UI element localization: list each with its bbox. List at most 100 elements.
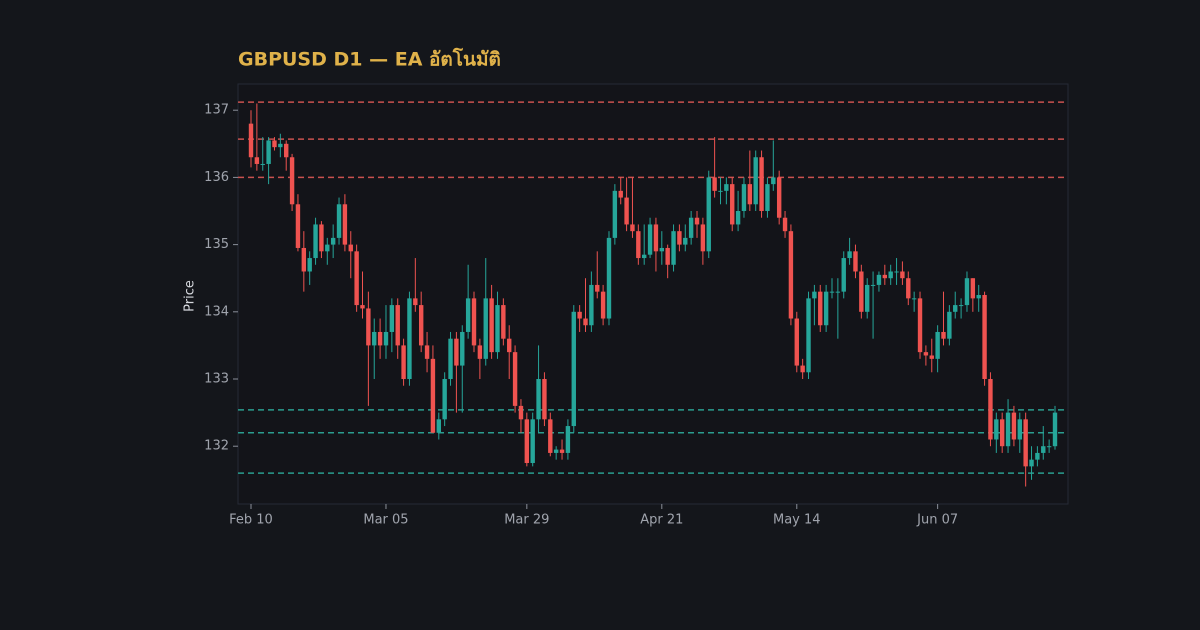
candle-body — [818, 291, 823, 326]
candle-body — [1023, 419, 1028, 467]
candle-body — [301, 247, 307, 272]
candle-body — [278, 143, 283, 148]
candle-body — [442, 379, 447, 420]
y-tick-label: 135 — [204, 237, 229, 252]
candle-body — [1052, 412, 1058, 447]
candle-body — [325, 244, 330, 252]
candle-body — [677, 231, 682, 245]
candle-body — [424, 345, 430, 359]
candle-body — [988, 379, 993, 440]
candle-body — [1029, 459, 1034, 467]
y-tick-label: 132 — [204, 439, 229, 454]
candle-body — [964, 278, 970, 306]
candle-body — [583, 318, 588, 326]
candle-body — [1011, 412, 1017, 440]
candle-body — [700, 224, 706, 252]
candle-body — [894, 271, 899, 273]
y-tick-label: 134 — [204, 304, 229, 319]
candle-body — [266, 140, 271, 164]
candle-body — [454, 338, 459, 366]
candle-body — [600, 291, 606, 319]
candle-body — [976, 295, 981, 299]
x-tick-label: Apr 21 — [640, 513, 683, 528]
candle-body — [289, 157, 295, 205]
candle-body — [507, 338, 512, 353]
candle-body — [589, 284, 594, 326]
candle-body — [1041, 446, 1046, 453]
candle-body — [395, 305, 400, 346]
candle-body — [495, 305, 500, 353]
candle-body — [999, 419, 1005, 447]
candle-body — [571, 311, 576, 427]
candle-body — [471, 298, 477, 346]
candle-body — [835, 291, 841, 293]
y-axis-label: Price — [183, 280, 198, 312]
candle-body — [900, 271, 905, 279]
candle-body — [272, 140, 277, 148]
candle-body — [788, 231, 794, 319]
candle-body — [694, 217, 700, 225]
candle-body — [870, 284, 876, 286]
candle-body — [683, 237, 688, 245]
candle-body — [418, 305, 424, 346]
x-tick-label: Mar 05 — [363, 513, 408, 528]
candle-body — [295, 204, 301, 248]
candle-body — [1035, 452, 1040, 460]
candle-body — [248, 123, 254, 158]
candle-body — [806, 298, 811, 373]
candle-body — [882, 274, 888, 279]
candle-body — [524, 419, 530, 464]
candle-body — [712, 177, 717, 191]
candle-body — [671, 231, 676, 265]
candle-body — [366, 308, 371, 346]
candle-body — [958, 305, 964, 307]
candle-body — [641, 254, 647, 259]
candle-body — [765, 184, 770, 212]
candle-body — [460, 331, 465, 366]
candle-body — [1005, 412, 1011, 447]
candle-body — [706, 177, 711, 252]
candle-body — [553, 449, 559, 453]
candle-body — [430, 358, 436, 433]
candle-body — [577, 311, 582, 319]
y-tick-label: 133 — [204, 372, 229, 387]
candle-body — [401, 345, 406, 380]
candle-body — [953, 305, 958, 312]
candle-body — [947, 311, 952, 339]
candle-body — [413, 298, 418, 306]
candle-body — [354, 251, 359, 306]
candle-body — [876, 274, 882, 285]
candle-body — [336, 204, 342, 238]
candle-body — [254, 157, 260, 164]
candle-body — [688, 217, 694, 238]
candle-body — [935, 331, 940, 359]
candle-body — [941, 331, 946, 339]
candle-body — [489, 298, 494, 353]
candle-body — [841, 258, 846, 292]
candle-body — [307, 258, 312, 272]
candle-body — [636, 231, 641, 259]
candle-body — [859, 271, 864, 312]
x-tick-label: May 14 — [773, 513, 821, 528]
candle-body — [542, 379, 547, 420]
candle-body — [348, 244, 353, 252]
candle-body — [906, 278, 911, 299]
candle-body — [853, 251, 858, 272]
candle-body — [377, 331, 383, 346]
candle-body — [776, 177, 782, 218]
candle-body — [559, 449, 565, 453]
candle-body — [383, 331, 389, 346]
candle-body — [718, 190, 723, 192]
candle-body — [606, 237, 612, 319]
candle-body — [741, 184, 747, 212]
candle-body — [330, 237, 336, 245]
x-tick-label: Jun 07 — [916, 513, 958, 528]
candle-body — [501, 305, 506, 339]
candle-body — [565, 426, 571, 453]
candle-body — [753, 157, 758, 205]
candle-body — [923, 352, 929, 356]
candle-body — [624, 197, 629, 225]
candle-body — [518, 405, 524, 420]
candle-body — [536, 379, 541, 420]
